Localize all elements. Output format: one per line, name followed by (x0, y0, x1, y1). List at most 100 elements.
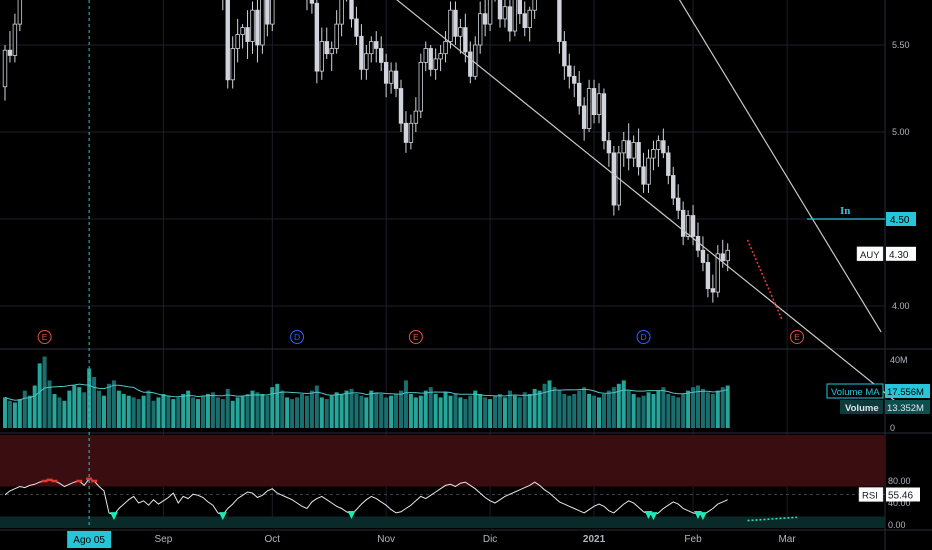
volume-bar (329, 395, 334, 428)
candle-body (349, 0, 354, 20)
event-marker-circle (636, 330, 651, 344)
candle-body (680, 209, 686, 237)
volume-bar (121, 394, 126, 428)
event-marker[interactable]: D (636, 330, 651, 344)
volume-tick-label: 0 (890, 423, 895, 433)
date-tick-label: 2021 (583, 534, 606, 545)
event-marker[interactable]: E (790, 330, 804, 344)
event-marker[interactable]: D (290, 330, 305, 344)
volume-bar (676, 397, 681, 428)
candle-body (448, 9, 453, 42)
breakout-dotted-line (746, 239, 783, 321)
volume-bar (666, 394, 671, 428)
volume-bar (230, 400, 235, 428)
candle-body (507, 6, 513, 32)
candle-body (685, 215, 691, 237)
candle-body (398, 88, 404, 124)
volume-bar (354, 394, 359, 428)
volume-bar (686, 390, 691, 428)
volume-value-tag (885, 400, 930, 414)
volume-bar (611, 387, 616, 428)
volume-bar (389, 395, 394, 428)
candle-body (438, 53, 443, 60)
volume-bar (220, 399, 225, 428)
volume-bar (344, 390, 349, 428)
candle-body (666, 152, 671, 176)
candle-body (12, 23, 18, 56)
candle-body (433, 58, 438, 70)
volume-bar (52, 394, 57, 428)
candle-body (255, 9, 260, 46)
candle-body (7, 49, 13, 56)
volume-ma-tag (826, 383, 884, 399)
rsi-oversold-mark (109, 512, 118, 521)
volume-bar (616, 383, 621, 428)
candle-body (428, 48, 433, 70)
volume-bar (493, 395, 498, 428)
volume-bar (418, 395, 423, 428)
candle-body (314, 2, 320, 72)
event-marker-circle (290, 330, 305, 344)
candle-body (621, 140, 626, 154)
rsi-oversold-zone (0, 516, 885, 528)
candle-body (354, 18, 359, 37)
candle-body (596, 93, 602, 116)
volume-bar (691, 387, 696, 428)
volume-bar (176, 397, 181, 428)
candle-body (636, 142, 641, 168)
volume-bar (319, 397, 324, 428)
volume-bar (507, 390, 512, 428)
entry-level-label: In (840, 205, 850, 217)
date-tick-label: Dic (483, 534, 497, 545)
candle-body (359, 35, 364, 70)
candle-body (482, 13, 488, 25)
volume-bar (156, 397, 161, 428)
event-marker[interactable]: E (37, 330, 52, 344)
candle-body (532, 0, 537, 11)
volume-bar (577, 390, 582, 428)
volume-bar (309, 390, 314, 428)
volume-bar (527, 394, 532, 428)
volume-bar (601, 394, 606, 428)
rsi-series (0, 435, 885, 528)
volume-bar (631, 394, 636, 428)
date-tick-label: Oct (265, 534, 281, 545)
volume-bar (67, 390, 72, 428)
volume-tick-label: 40M (890, 355, 908, 365)
volume-bar (77, 387, 82, 428)
volume-bar (453, 394, 458, 428)
volume-bar (260, 394, 265, 428)
candle-body (512, 0, 518, 32)
rsi-oversold-mark (218, 512, 227, 521)
volume-bar (32, 385, 37, 428)
volume-bar (725, 385, 730, 428)
price-tick-label: 5.50 (892, 40, 910, 50)
volume-bar (661, 387, 666, 428)
volume-bar (42, 356, 47, 428)
candle-body (423, 48, 428, 63)
candle-body (517, 0, 522, 15)
volume-bar (403, 380, 408, 428)
volume-bar (413, 397, 418, 428)
volume-bar (136, 399, 141, 428)
volume-bar (502, 397, 507, 428)
volume-bar (17, 399, 22, 428)
candle-body (453, 9, 458, 37)
candle-body (581, 105, 587, 129)
candle-body (606, 140, 612, 154)
volume-bar (205, 394, 210, 428)
volume-bar (641, 395, 646, 428)
volume-bar (542, 383, 547, 428)
candle-body (676, 197, 681, 211)
volume-bar (285, 397, 290, 428)
volume-bar (166, 395, 171, 428)
volume-bar (82, 392, 87, 428)
volume-bar (374, 392, 379, 428)
candle-body (611, 152, 617, 206)
volume-bar (705, 392, 710, 428)
volume-bar (458, 397, 463, 428)
volume-bar (478, 394, 483, 428)
event-marker[interactable]: E (408, 330, 423, 344)
date-tick-label: Feb (684, 534, 702, 545)
